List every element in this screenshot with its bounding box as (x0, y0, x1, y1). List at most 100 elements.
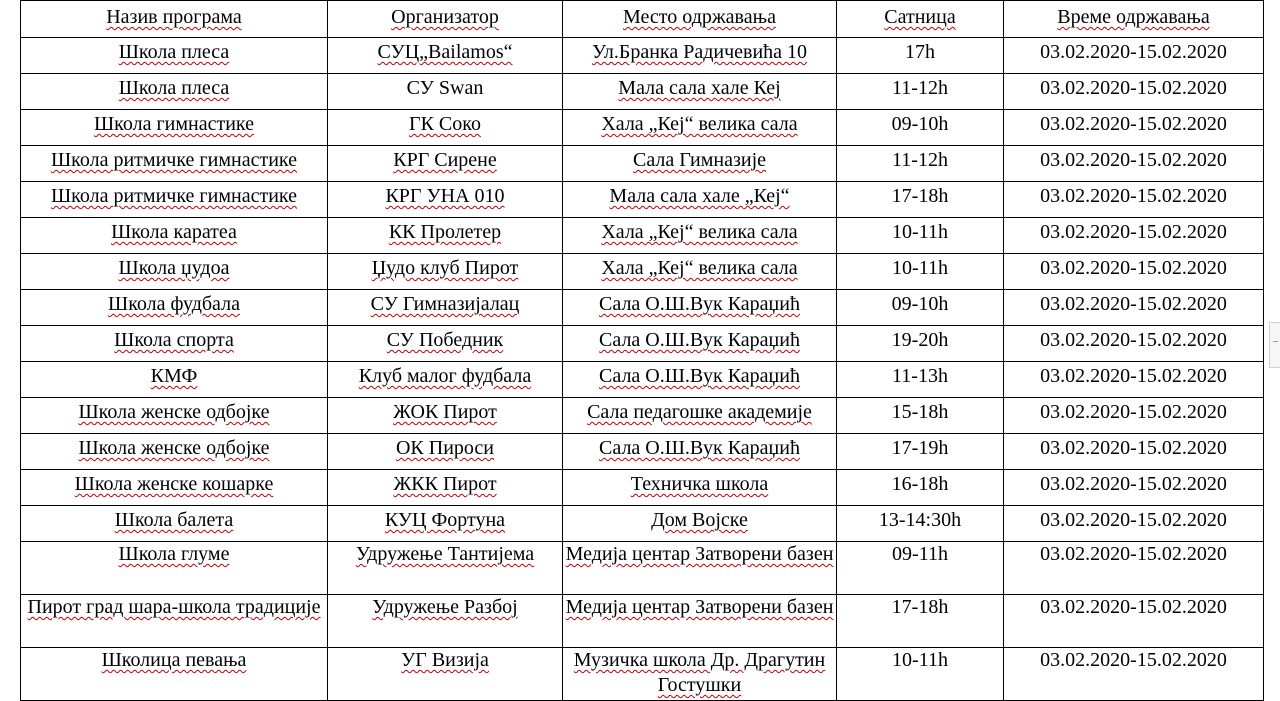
cell-program: Школа женске кошарке (20, 469, 328, 506)
cell-dates: 03.02.2020-15.02.2020 (1003, 647, 1264, 701)
cell-organizer: ОК Пироси (327, 433, 563, 470)
ruler-marker (1269, 322, 1280, 368)
cell-dates: 03.02.2020-15.02.2020 (1003, 109, 1264, 146)
cell-program: Школа плеса (20, 73, 328, 110)
cell-time: 13-14:30h (836, 505, 1004, 542)
schedule-table: Назив програма Организатор Место одржава… (20, 0, 1264, 701)
cell-dates: 03.02.2020-15.02.2020 (1003, 181, 1264, 218)
cell-organizer: КУЦ Фортуна (327, 505, 563, 542)
cell-time: 17-18h (836, 594, 1004, 648)
table-row: Школа каратеа КК Пролетер Хала „Кеј“ вел… (20, 217, 1264, 254)
table-row: Школа балета КУЦ Фортуна Дом Војске 13-1… (20, 505, 1264, 542)
cell-organizer: СУЦ„Bailamos“ (327, 37, 563, 74)
cell-venue: Ул.Бранка Радичевића 10 (562, 37, 837, 74)
table-row: КМФ Клуб малог фудбала Сала О.Ш.Вук Кара… (20, 361, 1264, 398)
cell-organizer: Клуб малог фудбала (327, 361, 563, 398)
cell-dates: 03.02.2020-15.02.2020 (1003, 397, 1264, 434)
cell-program: Школа каратеа (20, 217, 328, 254)
cell-organizer: СУ Победник (327, 325, 563, 362)
cell-venue: Дом Војске (562, 505, 837, 542)
cell-venue: Медија центар Затворени базен (562, 594, 837, 648)
cell-venue: Сала О.Ш.Вук Караџић (562, 325, 837, 362)
cell-time: 17-19h (836, 433, 1004, 470)
table-row: Школа гимнастике ГК Соко Хала „Кеј“ вели… (20, 109, 1264, 146)
cell-program: Школа женске одбојке (20, 433, 328, 470)
cell-organizer: ЖКК Пирот (327, 469, 563, 506)
cell-organizer: ЖОК Пирот (327, 397, 563, 434)
cell-time: 10-11h (836, 217, 1004, 254)
cell-dates: 03.02.2020-15.02.2020 (1003, 469, 1264, 506)
cell-dates: 03.02.2020-15.02.2020 (1003, 505, 1264, 542)
cell-dates: 03.02.2020-15.02.2020 (1003, 73, 1264, 110)
cell-venue: Хала „Кеј“ велика сала (562, 109, 837, 146)
header-dates: Време одржавања (1003, 0, 1264, 38)
table-row: Школа фудбала СУ Гимназијалац Сала О.Ш.В… (20, 289, 1264, 326)
cell-venue: Сала О.Ш.Вук Караџић (562, 289, 837, 326)
table-row: Школа џудоа Џудо клуб Пирот Хала „Кеј“ в… (20, 253, 1264, 290)
cell-time: 15-18h (836, 397, 1004, 434)
cell-program: КМФ (20, 361, 328, 398)
cell-dates: 03.02.2020-15.02.2020 (1003, 253, 1264, 290)
cell-venue: Техничка школа (562, 469, 837, 506)
cell-time: 16-18h (836, 469, 1004, 506)
cell-organizer: Удружење Разбој (327, 594, 563, 648)
cell-organizer: Џудо клуб Пирот (327, 253, 563, 290)
cell-dates: 03.02.2020-15.02.2020 (1003, 541, 1264, 595)
cell-program: Школа балета (20, 505, 328, 542)
cell-venue: Сала О.Ш.Вук Караџић (562, 433, 837, 470)
cell-dates: 03.02.2020-15.02.2020 (1003, 289, 1264, 326)
cell-organizer: СУ Гимназијалац (327, 289, 563, 326)
cell-time: 19-20h (836, 325, 1004, 362)
header-row: Назив програма Организатор Место одржава… (20, 0, 1264, 38)
cell-venue: Сала О.Ш.Вук Караџић (562, 361, 837, 398)
cell-program: Школа гимнастике (20, 109, 328, 146)
cell-venue: Хала „Кеј“ велика сала (562, 217, 837, 254)
cell-dates: 03.02.2020-15.02.2020 (1003, 37, 1264, 74)
cell-venue: Мала сала хале Кеј (562, 73, 837, 110)
cell-program: Школа ритмичке гимнастике (20, 145, 328, 182)
cell-program: Школа спорта (20, 325, 328, 362)
header-venue: Место одржавања (562, 0, 837, 38)
cell-time: 17-18h (836, 181, 1004, 218)
cell-organizer: СУ Swan (327, 73, 563, 110)
cell-time: 11-13h (836, 361, 1004, 398)
cell-venue: Музичка школа Др. Драгутин Гостушки (562, 647, 837, 701)
cell-time: 11-12h (836, 73, 1004, 110)
cell-organizer: Удружење Тантијема (327, 541, 563, 595)
cell-time: 10-11h (836, 647, 1004, 701)
cell-program: Школа плеса (20, 37, 328, 74)
cell-organizer: ГК Соко (327, 109, 563, 146)
cell-organizer: КК Пролетер (327, 217, 563, 254)
header-organizer: Организатор (327, 0, 563, 38)
table-row: Школа ритмичке гимнастике КРГ Сирене Сал… (20, 145, 1264, 182)
cell-venue: Сала педагошке академије (562, 397, 837, 434)
cell-program: Школа џудоа (20, 253, 328, 290)
header-time: Сатница (836, 0, 1004, 38)
cell-time: 11-12h (836, 145, 1004, 182)
cell-venue: Медија центар Затворени базен (562, 541, 837, 595)
cell-program: Школа ритмичке гимнастике (20, 181, 328, 218)
table-row: Школа глуме Удружење Тантијема Медија це… (20, 541, 1264, 595)
header-program: Назив програма (20, 0, 328, 38)
cell-program: Школа фудбала (20, 289, 328, 326)
cell-venue: Хала „Кеј“ велика сала (562, 253, 837, 290)
table-row: Школа женске одбојке ЖОК Пирот Сала педа… (20, 397, 1264, 434)
cell-program: Школа женске одбојке (20, 397, 328, 434)
cell-dates: 03.02.2020-15.02.2020 (1003, 217, 1264, 254)
cell-time: 17h (836, 37, 1004, 74)
cell-dates: 03.02.2020-15.02.2020 (1003, 325, 1264, 362)
cell-organizer: КРГ УНА 010 (327, 181, 563, 218)
table-row: Школа ритмичке гимнастике КРГ УНА 010 Ма… (20, 181, 1264, 218)
table-row: Школа плеса СУ Swan Мала сала хале Кеј 1… (20, 73, 1264, 110)
cell-program: Пирот град шара-школа традиције (20, 594, 328, 648)
table-row: Школа женске кошарке ЖКК Пирот Техничка … (20, 469, 1264, 506)
cell-venue: Сала Гимназије (562, 145, 837, 182)
table-row: Школа женске одбојке ОК Пироси Сала О.Ш.… (20, 433, 1264, 470)
cell-organizer: УГ Визија (327, 647, 563, 701)
cell-dates: 03.02.2020-15.02.2020 (1003, 433, 1264, 470)
cell-time: 09-11h (836, 541, 1004, 595)
table-row: Школа спорта СУ Победник Сала О.Ш.Вук Ка… (20, 325, 1264, 362)
cell-dates: 03.02.2020-15.02.2020 (1003, 145, 1264, 182)
cell-dates: 03.02.2020-15.02.2020 (1003, 594, 1264, 648)
